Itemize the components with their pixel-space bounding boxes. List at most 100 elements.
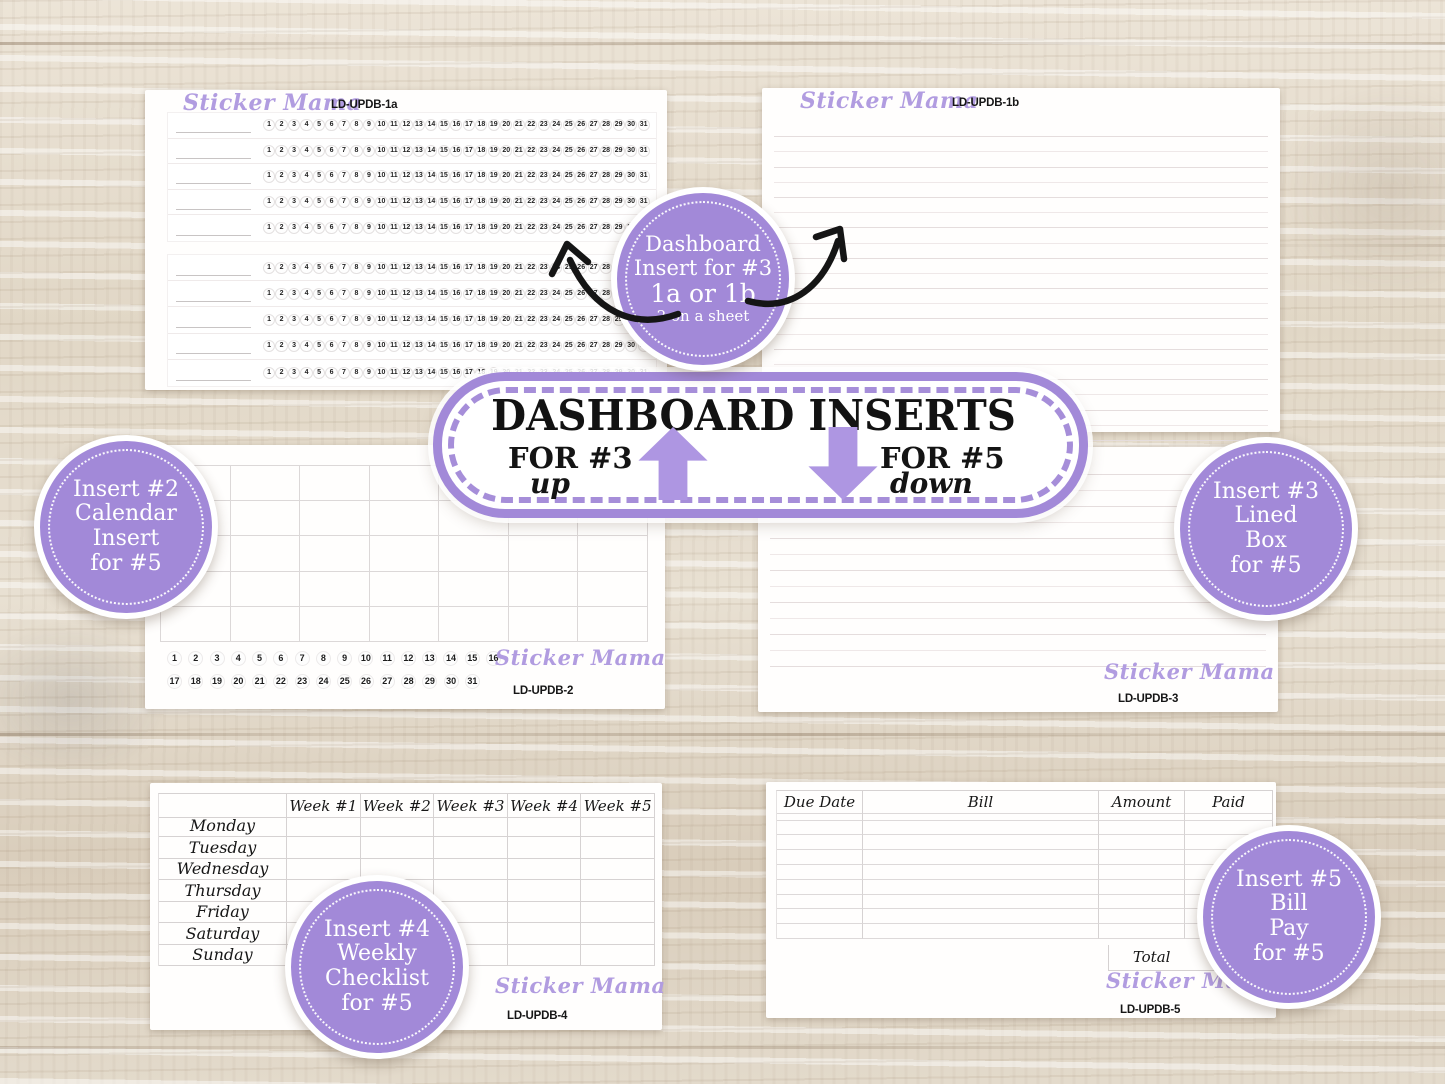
day-number-chip: 17 (462, 340, 475, 353)
date-number-chip: 2 (188, 651, 204, 666)
date-number-chip: 15 (464, 651, 480, 666)
badge-line: Insert #5 (1236, 866, 1342, 892)
day-number-chip: 13 (412, 313, 425, 327)
day-number-chip: 16 (450, 119, 463, 132)
badge-line: Checklist (325, 966, 429, 991)
bill-cell (863, 879, 1099, 895)
day-label: Tuesday (159, 837, 287, 859)
date-number-row: 17 18 19 20 21 22 23 24 25 26 27 28 29 30 31 (167, 674, 480, 689)
day-number-chip: 22 (525, 261, 538, 274)
week-cell (581, 901, 655, 923)
day-number-chip: 8 (350, 340, 363, 353)
date-number-chip: 10 (358, 651, 374, 666)
day-number-chip: 26 (575, 170, 588, 183)
week-column-header: Week #5 (581, 794, 655, 818)
day-number-chip: 9 (362, 195, 376, 209)
day-number-chip: 2 (275, 313, 288, 327)
date-number-chip: 23 (294, 674, 310, 689)
day-number-chip: 7 (337, 261, 351, 274)
day-number-chip: 3 (287, 366, 301, 379)
day-number-chip: 6 (325, 195, 338, 209)
day-number-chip: 11 (387, 366, 401, 379)
write-line (176, 338, 251, 355)
day-number-chip: 14 (425, 287, 438, 300)
day-number-chip: 5 (312, 195, 326, 209)
rule-line (774, 168, 1268, 183)
day-number-chip: 19 (487, 170, 500, 183)
date-number-chip: 31 (464, 674, 480, 689)
day-number-chip: 23 (537, 261, 550, 274)
badge-line: Insert #4 (324, 916, 430, 942)
day-number-chip: 17 (462, 195, 475, 209)
day-number-chip: 14 (425, 366, 438, 379)
day-number-chip: 4 (300, 287, 313, 300)
day-number-chip: 2 (275, 170, 288, 183)
day-number-chip: 29 (612, 144, 625, 157)
day-number-chip: 20 (500, 144, 513, 157)
day-number-chip: 18 (475, 287, 488, 300)
insert-card-1a: Sticker Mama LD-UPDB-1a 1 2 3 4 5 6 7 8 9 10 11 12 1… (145, 90, 667, 390)
week-cell (287, 815, 361, 837)
day-number-chip: 21 (512, 119, 525, 132)
day-number-chip: 19 (487, 222, 500, 235)
badge-insert-2: Insert #2 Calendar Insert for #5 (34, 435, 218, 619)
badge-line: Insert #2 (73, 476, 179, 502)
sku-code: LD-UPDB-3 (1118, 693, 1179, 705)
day-number-chip: 20 (500, 313, 513, 327)
week-cell (360, 837, 435, 859)
day-number-chip: 15 (437, 261, 450, 274)
calendar-cell (161, 571, 231, 607)
bill-cell (777, 835, 863, 851)
day-number-chip: 20 (500, 119, 513, 132)
day-number-chip: 14 (425, 313, 438, 327)
date-number-chip: 7 (294, 651, 310, 666)
rule-line (774, 274, 1268, 290)
rule-line (774, 244, 1268, 259)
badge-line: Calendar (75, 501, 177, 527)
badge-insert-3: Insert #3 Lined Box for #5 (1174, 437, 1358, 621)
day-label: Monday (159, 815, 287, 837)
day-number-chip: 4 (300, 366, 313, 379)
day-number-chip: 20 (500, 222, 513, 235)
day-number-chip: 6 (325, 366, 338, 379)
rule-line (770, 635, 1266, 651)
week-cell (507, 837, 582, 859)
day-number-chip: 28 (600, 222, 613, 235)
for-3-label: FOR #3 (508, 441, 633, 475)
day-number-chip: 26 (575, 222, 588, 235)
day-number-chip: 3 (287, 195, 301, 209)
day-number-chip: 8 (350, 119, 363, 132)
day-number-chip: 15 (437, 144, 450, 157)
day-number-chip: 8 (350, 261, 363, 274)
bill-cell (777, 850, 863, 865)
day-number-chip: 4 (300, 195, 313, 209)
badge-line: Insert #3 (1213, 478, 1319, 504)
write-line (176, 117, 251, 134)
day-number-chip: 19 (487, 119, 500, 132)
badge-line: Lined (1234, 503, 1298, 529)
day-number-chip: 11 (387, 313, 401, 327)
day-number-chip: 8 (350, 170, 363, 183)
date-number-chip: 14 (443, 651, 459, 666)
write-line (176, 169, 251, 185)
calendar-cell (578, 606, 648, 642)
day-number-chip: 16 (450, 366, 463, 379)
day-number-chip: 29 (612, 170, 625, 183)
day-number-chip: 3 (287, 144, 301, 157)
day-number-chip: 9 (362, 119, 376, 132)
week-cell (507, 923, 582, 945)
day-number-chip: 25 (562, 119, 575, 132)
date-number-row: 1 2 3 4 5 6 7 8 9 10 11 12 13 14 15 16 (167, 651, 501, 666)
day-number-chip: 20 (500, 287, 513, 300)
rule-line (770, 571, 1266, 587)
bill-cell (863, 894, 1099, 910)
badge-line: Bill (1270, 891, 1308, 917)
calendar-cell (578, 571, 648, 607)
day-number-chip: 30 (625, 144, 638, 157)
rule-line (774, 304, 1268, 320)
